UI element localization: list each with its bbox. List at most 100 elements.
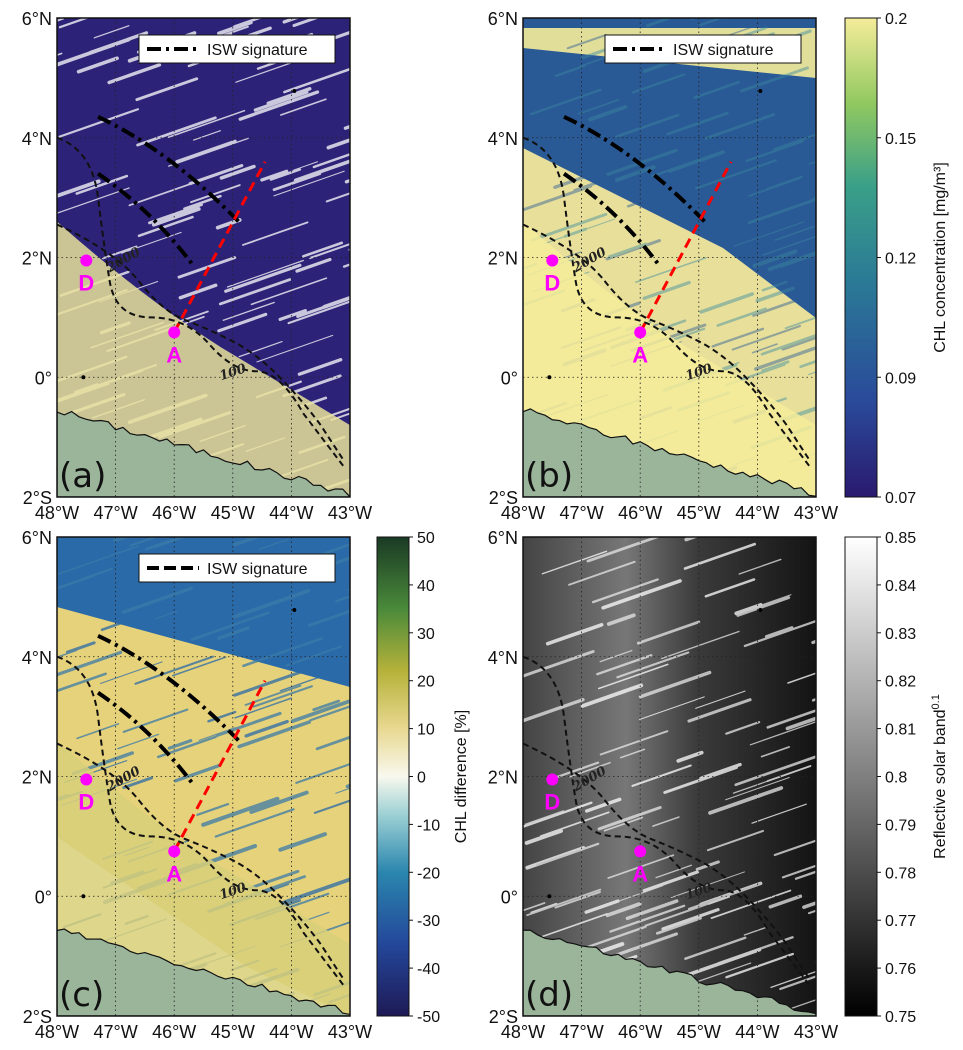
station-a-label: A — [632, 861, 648, 886]
colorbar-label-superscript: 0.1 — [930, 694, 942, 709]
lon-tick-label: 45°W — [677, 503, 721, 523]
colorbar-label: CHL difference [%] — [453, 710, 470, 843]
isobath-100 — [523, 136, 811, 468]
lon-tick-label: 46°W — [152, 503, 196, 523]
station-d-marker — [80, 773, 93, 786]
colorbar-gradient — [844, 17, 878, 498]
legend: ISW signature — [138, 553, 336, 583]
colorbar-tick-label: 10 — [417, 722, 435, 739]
land-mass — [57, 410, 350, 497]
colorbar-tick-label: 0.78 — [885, 865, 916, 882]
station-d-label: D — [78, 270, 94, 295]
station-d-label: D — [78, 789, 94, 814]
colorbar-tick-label: 0.09 — [885, 370, 916, 387]
station-a-marker — [168, 845, 181, 858]
lon-tick-label: 44°W — [269, 503, 313, 523]
marker-dot — [758, 608, 763, 613]
colorbar-tick-label: 0.2 — [885, 11, 907, 28]
shelf-water — [57, 740, 350, 1016]
isw-signature-2 — [96, 691, 194, 784]
colorbar-tick-label: 0.79 — [885, 817, 916, 834]
colorbar-chl: 0.2 0.15 0.12 0.09 0.07 CHL concentration [mg… — [844, 11, 949, 507]
colorbar-tick-label: 0.75 — [885, 1009, 916, 1026]
station-d-marker — [546, 254, 559, 267]
isw-signature-1 — [563, 114, 707, 223]
colorbar-tick-label: 0.8 — [885, 770, 907, 787]
station-a-marker — [168, 326, 181, 339]
isobath-2000 — [523, 223, 811, 462]
lat-tick-label: 0° — [501, 368, 518, 388]
legend-label: ISW signature — [673, 42, 774, 59]
lon-tick-label: 45°W — [211, 1022, 255, 1042]
colorbar-tick-label: 0.77 — [885, 913, 916, 930]
marker-dot — [547, 894, 552, 899]
colorbar-tick-label: 0.84 — [885, 578, 916, 595]
isw-signature-2 — [562, 172, 660, 265]
colorbar-tick-label: 40 — [417, 578, 435, 595]
marker-dot — [81, 375, 86, 380]
lat-tick-label: 6°N — [22, 9, 52, 29]
lon-tick-label: 48°W — [35, 503, 79, 523]
colorbar-tick-label: 0.15 — [885, 131, 916, 148]
offshore-water — [523, 18, 816, 318]
lon-tick-label: 45°W — [677, 1022, 721, 1042]
legend: ISW signature — [604, 34, 802, 64]
graticule — [523, 537, 816, 1016]
isobath-100 — [57, 136, 345, 468]
panel-letter: (c) — [59, 975, 104, 1015]
station-d-marker — [80, 254, 93, 267]
isobath-2000 — [523, 742, 811, 981]
isobath-2000 — [57, 742, 345, 981]
colorbar-tick-label: 30 — [417, 626, 435, 643]
isobath-100 — [523, 655, 811, 987]
map-frame — [522, 17, 817, 498]
lat-tick-label: 0° — [35, 887, 52, 907]
marker-dot — [292, 608, 297, 613]
graticule — [57, 537, 350, 1016]
lat-tick-label: 2°N — [22, 249, 52, 269]
map-frame — [56, 17, 351, 498]
colorbar-label: CHL concentration [mg/m³] — [932, 162, 949, 353]
lat-tick-label: 4°N — [488, 129, 518, 149]
lat-tick-label: 4°N — [22, 129, 52, 149]
lon-tick-label: 46°W — [618, 1022, 662, 1042]
station-a-label: A — [166, 861, 182, 886]
land-mass — [57, 928, 350, 1016]
transect-line — [172, 679, 267, 853]
colorbar-tick-label: -50 — [417, 1009, 440, 1026]
lon-tick-label: 43°W — [328, 503, 372, 523]
lon-tick-label: 47°W — [559, 503, 603, 523]
colorbar-tick-label: -40 — [417, 961, 440, 978]
lat-tick-label: 2°N — [488, 768, 518, 788]
colorbar-tick-label: 0.76 — [885, 961, 916, 978]
lon-tick-label: 48°W — [35, 1022, 79, 1042]
lon-tick-label: 43°W — [794, 1022, 838, 1042]
colorbar-rsb: 0.85 0.84 0.83 0.82 0.81 0.8 0.79 0.78 0.77 0.76 0… — [844, 530, 949, 1026]
panel-letter: (a) — [59, 456, 106, 496]
lon-tick-label: 45°W — [211, 503, 255, 523]
land-mass — [523, 408, 816, 497]
lon-tick-label: 43°W — [794, 503, 838, 523]
station-a-label: A — [166, 342, 182, 367]
lon-tick-label: 47°W — [93, 1022, 137, 1042]
lon-tick-label: 44°W — [269, 1022, 313, 1042]
colorbar-tick-label: 20 — [417, 674, 435, 691]
lat-tick-label: 6°N — [488, 9, 518, 29]
graticule — [57, 18, 350, 497]
station-a-marker — [634, 326, 647, 339]
surface-streaks — [523, 537, 816, 1015]
colorbar-tick-label: -20 — [417, 865, 440, 882]
colorbar-tick-label: 50 — [417, 530, 435, 547]
panel-letter: (b) — [525, 456, 573, 496]
map-frame — [56, 536, 351, 1017]
lat-tick-label: 4°N — [22, 648, 52, 668]
lon-tick-label: 48°W — [501, 1022, 545, 1042]
graticule — [523, 18, 816, 497]
lon-tick-label: 44°W — [735, 503, 779, 523]
station-a-label: A — [632, 342, 648, 367]
colorbar-tick-label: 0 — [417, 770, 426, 787]
